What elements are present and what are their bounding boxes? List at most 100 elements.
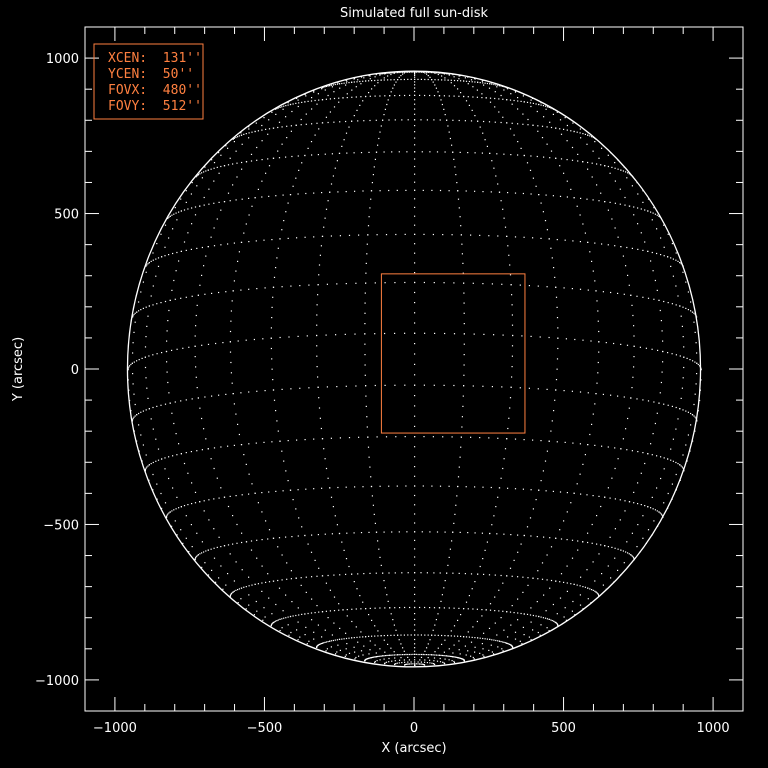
grid-dot (227, 164, 230, 166)
grid-dot (138, 424, 140, 426)
grid-dot (414, 181, 416, 183)
grid-dot (183, 462, 186, 465)
grid-dot (366, 426, 368, 428)
grid-dot (298, 517, 300, 519)
grid-dot (563, 390, 565, 392)
grid-dot (587, 532, 589, 534)
grid-dot (405, 485, 407, 487)
grid-dot (441, 103, 443, 106)
grid-dot (321, 87, 324, 89)
grid-dot (241, 161, 243, 164)
grid-dot (467, 650, 469, 652)
grid-dot (168, 512, 170, 514)
grid-dot (201, 552, 203, 554)
grid-dot (457, 657, 459, 659)
grid-dot (338, 97, 340, 99)
grid-dot (251, 584, 253, 586)
grid-dot (152, 252, 154, 254)
grid-dot (571, 159, 574, 161)
grid-dot (404, 94, 406, 97)
grid-dot (554, 621, 556, 623)
grid-dot (426, 73, 428, 75)
grid-dot (341, 145, 343, 147)
grid-dot (441, 594, 443, 596)
grid-dot (442, 234, 444, 236)
grid-dot (261, 565, 263, 567)
grid-dot (394, 95, 396, 97)
grid-dot (208, 519, 210, 521)
grid-dot (467, 76, 469, 78)
grid-dot (168, 456, 170, 458)
grid-dot (441, 79, 443, 81)
grid-dot (272, 379, 274, 381)
grid-dot (133, 416, 135, 418)
grid-dot (414, 405, 416, 407)
grid-dot (204, 293, 206, 295)
grid-dot (191, 223, 193, 225)
grid-dot (314, 99, 316, 102)
grid-dot (174, 298, 176, 300)
grid-dot (383, 79, 385, 81)
grid-dot (220, 154, 222, 156)
grid-dot (155, 258, 157, 260)
grid-dot (682, 271, 684, 273)
grid-dot (687, 291, 689, 293)
grid-dot (203, 196, 205, 199)
grid-dot (443, 95, 445, 97)
grid-dot (374, 76, 376, 78)
grid-dot (449, 137, 451, 140)
grid-dot (377, 630, 379, 632)
grid-dot (343, 549, 345, 551)
grid-dot (360, 152, 363, 154)
grid-dot (362, 486, 364, 488)
grid-dot (617, 292, 619, 294)
grid-dot (142, 410, 144, 412)
grid-dot (476, 89, 478, 91)
grid-dot (392, 87, 394, 89)
grid-dot (307, 100, 309, 102)
grid-dot (327, 121, 329, 124)
grid-dot (693, 403, 695, 406)
grid-dot (546, 286, 548, 288)
grid-dot (188, 551, 190, 553)
grid-dot (283, 460, 285, 462)
grid-dot (414, 494, 416, 497)
grid-dot (308, 284, 310, 286)
grid-dot (693, 415, 695, 417)
grid-dot (248, 443, 250, 445)
grid-dot (434, 624, 436, 626)
grid-dot (556, 239, 558, 241)
grid-dot (164, 255, 166, 257)
grid-dot (440, 600, 442, 602)
grid-dot (507, 245, 509, 247)
grid-dot (545, 194, 547, 196)
grid-dot (510, 386, 512, 388)
grid-dot (409, 663, 411, 665)
grid-dot (362, 100, 364, 102)
grid-dot (245, 339, 247, 341)
grid-dot (624, 196, 626, 199)
grid-dot (429, 76, 431, 78)
grid-dot (344, 655, 346, 657)
grid-dot (377, 655, 379, 658)
grid-dot (304, 534, 306, 537)
grid-dot (602, 393, 604, 395)
grid-dot (627, 274, 629, 276)
grid-dot (364, 302, 366, 304)
grid-dot (489, 83, 491, 85)
grid-dot (248, 576, 250, 578)
grid-dot (395, 654, 397, 656)
grid-dot (661, 514, 663, 516)
grid-dot (403, 72, 405, 74)
grid-dot (384, 332, 386, 335)
grid-dot (412, 663, 414, 665)
grid-dot (510, 284, 512, 286)
grid-dot (353, 78, 355, 80)
grid-dot (365, 636, 367, 638)
grid-dot (178, 507, 180, 509)
grid-dot (591, 260, 593, 262)
grid-dot (697, 363, 699, 366)
grid-dot (496, 86, 498, 88)
grid-dot (168, 216, 170, 218)
grid-dot (380, 79, 382, 81)
